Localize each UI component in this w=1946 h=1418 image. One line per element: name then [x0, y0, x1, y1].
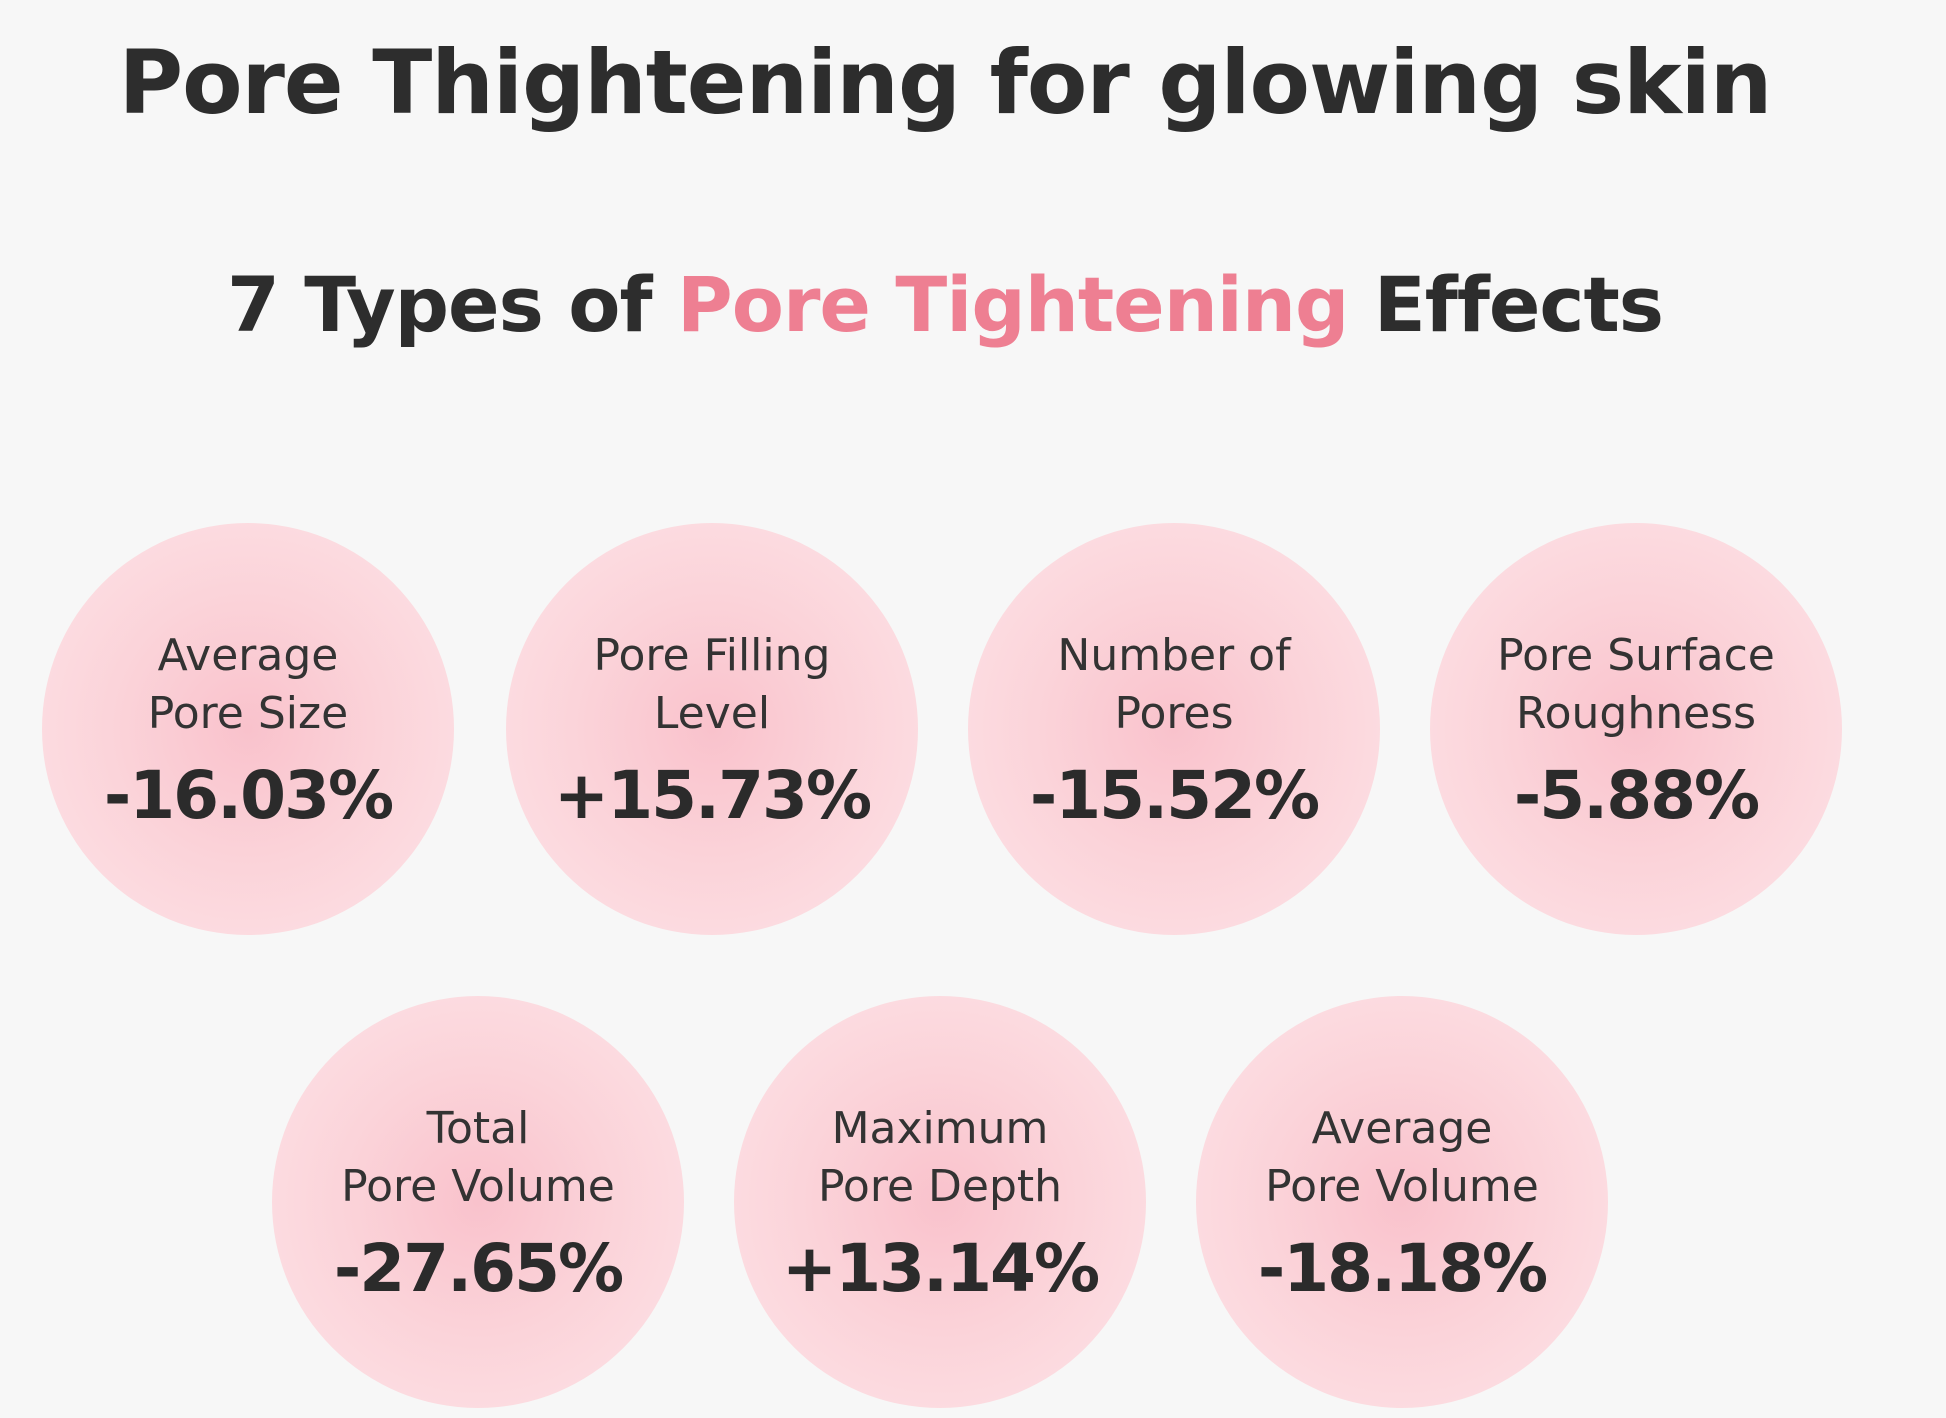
stat-label-line1: Maximum	[831, 1103, 1049, 1154]
stat-circle-total-pore-volume: Total Pore Volume -27.65%	[272, 996, 684, 1408]
stat-label-line1: Average	[1311, 1103, 1493, 1154]
stat-label-line2: Pores	[1114, 688, 1234, 739]
stat-label-line1: Number of	[1057, 630, 1291, 681]
stat-label-line1: Average	[157, 630, 339, 681]
heading-highlight: Pore Tightening	[677, 260, 1349, 349]
stat-label-line2: Pore Size	[147, 688, 349, 739]
stat-circle-maximum-pore-depth: Maximum Pore Depth +13.14%	[734, 996, 1146, 1408]
stat-label-line1: Pore Surface	[1497, 630, 1775, 681]
stat-value: -18.18%	[1257, 1230, 1548, 1307]
stat-circle-average-pore-size: Average Pore Size -16.03%	[42, 523, 454, 935]
stat-value: -16.03%	[103, 757, 394, 834]
stat-label-line2: Roughness	[1515, 688, 1757, 739]
stat-label-line2: Pore Volume	[1265, 1161, 1539, 1212]
stat-label-line1: Pore Filling	[593, 630, 831, 681]
stat-label-line1: Total	[426, 1103, 530, 1154]
stat-circle-average-pore-volume: Average Pore Volume -18.18%	[1196, 996, 1608, 1408]
stat-value: -5.88%	[1513, 757, 1760, 834]
stat-value: +15.73%	[553, 757, 872, 834]
stat-label-line2: Pore Depth	[817, 1161, 1063, 1212]
heading-suffix: Effects	[1348, 260, 1664, 349]
stat-value: +13.14%	[781, 1230, 1100, 1307]
stat-circle-pore-filling-level: Pore Filling Level +15.73%	[506, 523, 918, 935]
heading-prefix: 7 Types of	[226, 260, 678, 349]
stat-value: -27.65%	[333, 1230, 624, 1307]
stat-label-line2: Pore Volume	[341, 1161, 615, 1212]
stat-label-line2: Level	[653, 688, 771, 739]
section-heading: 7 Types of Pore Tightening Effects	[0, 255, 1890, 355]
stat-value: -15.52%	[1029, 757, 1320, 834]
stat-circle-pore-surface-roughness: Pore Surface Roughness -5.88%	[1430, 523, 1842, 935]
stat-circle-number-of-pores: Number of Pores -15.52%	[968, 523, 1380, 935]
page-title: Pore Thightening for glowing skin	[118, 31, 1773, 134]
